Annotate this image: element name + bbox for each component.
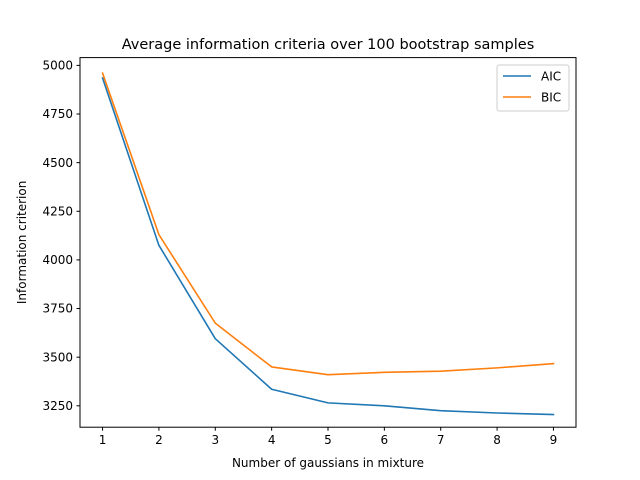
x-tick-label: 3 — [211, 433, 219, 447]
y-tick-label: 4750 — [42, 107, 73, 121]
legend: AIC BIC — [496, 64, 570, 112]
plot-area — [79, 57, 577, 428]
y-tick-label: 3750 — [42, 302, 73, 316]
x-tick-label: 6 — [381, 433, 389, 447]
plot-frame — [79, 57, 577, 428]
legend-label-bic: BIC — [541, 90, 561, 104]
x-axis: 1 2 3 4 5 6 7 8 9 — [99, 427, 558, 447]
y-tick-label: 4250 — [42, 204, 73, 218]
x-tick-label: 5 — [324, 433, 332, 447]
x-tick-label: 4 — [268, 433, 276, 447]
y-tick-label: 5000 — [42, 59, 73, 73]
y-tick-label: 4500 — [42, 156, 73, 170]
x-tick-label: 2 — [155, 433, 163, 447]
series-line-bic — [101, 72, 555, 376]
x-tick-label: 7 — [437, 433, 445, 447]
x-tick-label: 1 — [99, 433, 107, 447]
y-axis: 3250 3500 3750 4000 4250 4500 4750 5000 — [42, 59, 80, 413]
series-layer — [101, 72, 555, 416]
series-line-aic — [101, 77, 555, 416]
y-tick-label: 4000 — [42, 253, 73, 267]
x-axis-label: Number of gaussians in mixture — [232, 456, 424, 470]
y-axis-label: Information criterion — [15, 181, 29, 304]
chart-title: Average information criteria over 100 bo… — [122, 37, 535, 53]
x-tick-label: 9 — [550, 433, 558, 447]
legend-label-aic: AIC — [541, 69, 561, 83]
x-tick-label: 8 — [493, 433, 501, 447]
y-tick-label: 3250 — [42, 399, 73, 413]
y-tick-label: 3500 — [42, 350, 73, 364]
